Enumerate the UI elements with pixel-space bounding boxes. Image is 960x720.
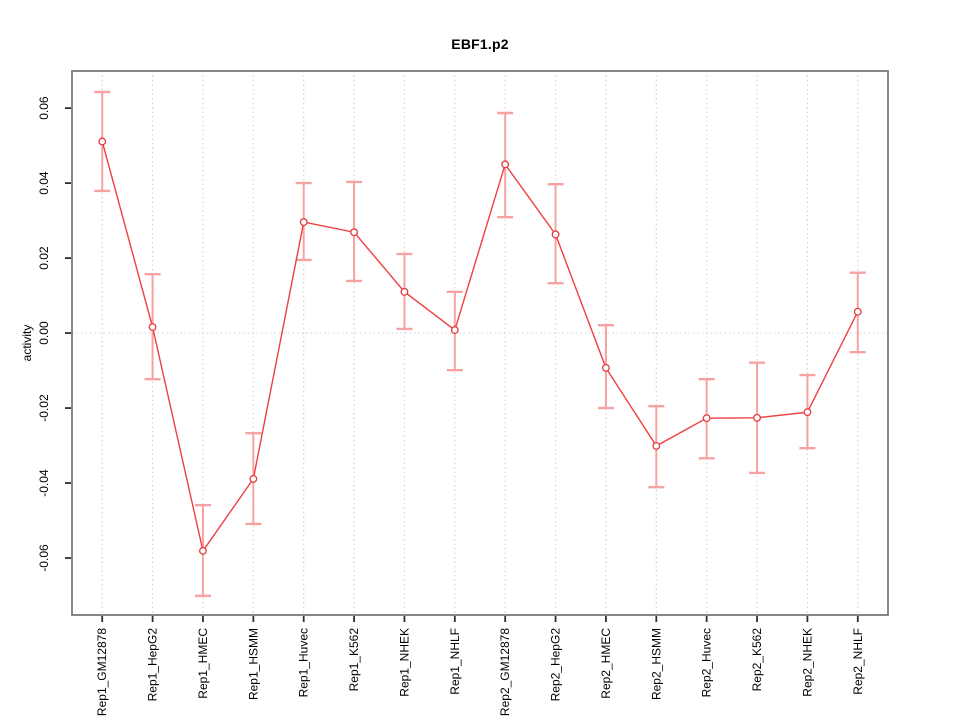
data-point-marker bbox=[98, 137, 107, 146]
data-point-marker bbox=[400, 287, 409, 296]
x-tick-label: Rep1_NHLF bbox=[448, 628, 462, 695]
x-tick-label: Rep2_HSMM bbox=[649, 628, 663, 700]
x-tick-label: Rep1_K562 bbox=[347, 628, 361, 692]
x-tick-label: Rep2_K562 bbox=[750, 628, 764, 692]
y-tick-label: 0.04 bbox=[37, 171, 51, 195]
y-tick-label: -0.04 bbox=[37, 469, 51, 497]
plot-border bbox=[71, 70, 889, 616]
data-point-marker bbox=[652, 441, 661, 450]
y-tick-label: -0.06 bbox=[37, 544, 51, 572]
x-tick-label: Rep2_Huvec bbox=[700, 628, 714, 697]
x-tick-label: Rep2_HepG2 bbox=[549, 628, 563, 702]
x-tick-label: Rep2_HMEC bbox=[599, 628, 613, 699]
x-tick-label: Rep1_HMEC bbox=[196, 628, 210, 699]
data-point-marker bbox=[753, 413, 761, 422]
y-tick-label: -0.02 bbox=[37, 394, 51, 422]
data-point-marker bbox=[853, 307, 862, 316]
chart-title: EBF1.p2 bbox=[451, 36, 509, 52]
x-tick-label: Rep1_HepG2 bbox=[146, 628, 160, 702]
data-point-marker bbox=[702, 414, 711, 423]
data-point-marker bbox=[450, 326, 459, 335]
data-point-marker bbox=[501, 160, 510, 169]
x-tick-label: Rep2_NHEK bbox=[800, 628, 814, 697]
data-point-marker bbox=[148, 323, 157, 332]
x-tick-label: Rep2_GM12878 bbox=[498, 628, 512, 716]
data-point-marker bbox=[299, 218, 308, 227]
x-tick-label: Rep2_NHLF bbox=[851, 628, 865, 695]
x-tick-label: Rep1_GM12878 bbox=[95, 628, 109, 716]
x-tick-label: Rep1_HSMM bbox=[246, 628, 260, 700]
data-point-marker bbox=[249, 474, 258, 483]
series-line bbox=[101, 141, 859, 553]
y-tick-label: 0.06 bbox=[37, 96, 51, 120]
data-point-marker bbox=[601, 363, 610, 372]
y-tick-label: 0.02 bbox=[37, 246, 51, 270]
data-point-marker bbox=[551, 230, 560, 239]
data-point-marker bbox=[350, 228, 359, 237]
y-tick-label: 0.00 bbox=[37, 321, 51, 345]
data-point-marker bbox=[199, 546, 207, 555]
x-tick-label: Rep1_Huvec bbox=[297, 628, 311, 697]
data-point-marker bbox=[803, 408, 812, 417]
x-tick-label: Rep1_NHEK bbox=[397, 628, 411, 697]
